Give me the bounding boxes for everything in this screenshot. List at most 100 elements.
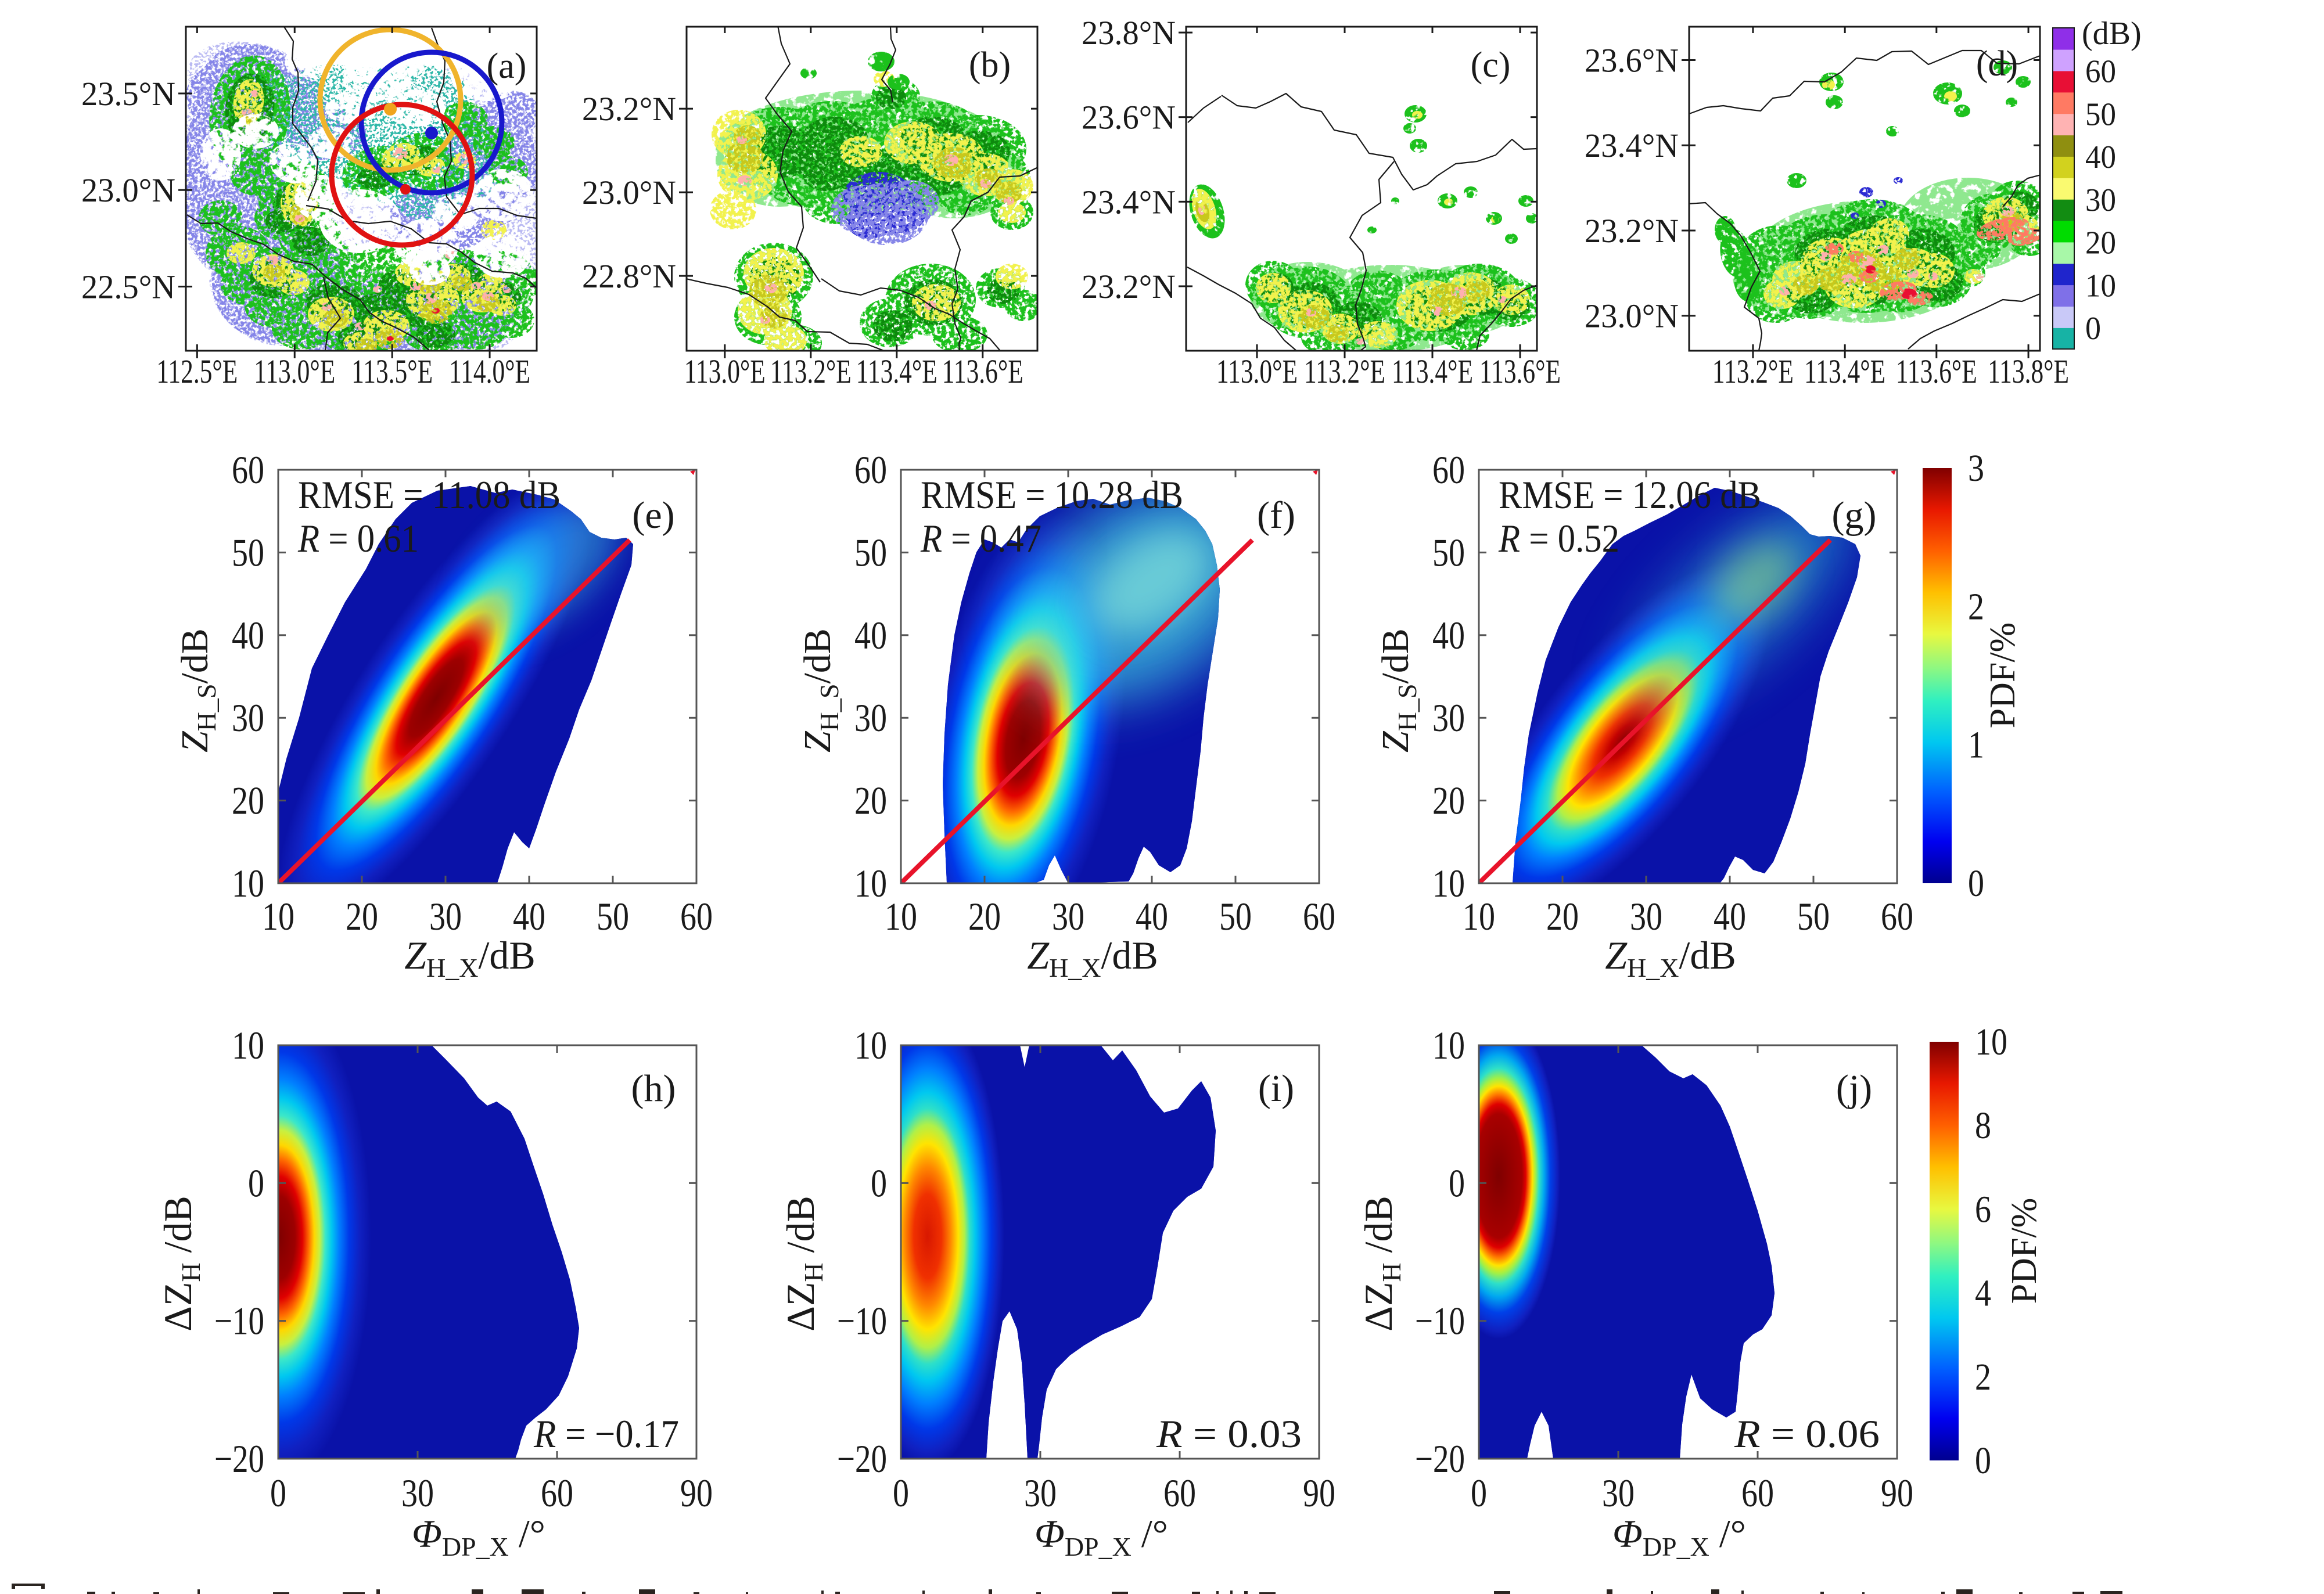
svg-text:90: 90: [1303, 1471, 1335, 1515]
svg-text:4: 4: [1975, 1272, 1991, 1315]
svg-text:0: 0: [1449, 1161, 1465, 1205]
svg-text:ZH_X/dB: ZH_X/dB: [1605, 933, 1736, 983]
svg-text:23.6°N: 23.6°N: [1082, 99, 1176, 136]
svg-text:R = 0.47: R = 0.47: [920, 516, 1041, 560]
svg-text:23.5°N: 23.5°N: [81, 75, 175, 113]
svg-text:30: 30: [1052, 894, 1084, 938]
svg-text:8: 8: [1975, 1104, 1991, 1147]
svg-text:3: 3: [1968, 447, 1984, 490]
svg-text:60: 60: [854, 448, 887, 492]
svg-text:10: 10: [232, 1023, 264, 1067]
svg-text:10: 10: [262, 894, 294, 938]
svg-text:−20: −20: [214, 1437, 264, 1481]
svg-text:20: 20: [346, 894, 378, 938]
svg-text:113.6°E: 113.6°E: [942, 352, 1023, 390]
svg-text:ZH_X/dB: ZH_X/dB: [1027, 933, 1158, 983]
svg-text:30: 30: [1024, 1471, 1057, 1515]
svg-text:1: 1: [1968, 724, 1984, 767]
svg-text:R = −0.17: R = −0.17: [533, 1412, 679, 1456]
svg-text:60: 60: [541, 1471, 573, 1515]
svg-text:ΦDP_X /°: ΦDP_X /°: [412, 1512, 545, 1561]
svg-text:R = 0.03: R = 0.03: [1156, 1412, 1302, 1456]
svg-text:23.4°N: 23.4°N: [1082, 183, 1176, 221]
svg-text:PDF/%: PDF/%: [2005, 1198, 2044, 1304]
svg-text:40: 40: [232, 613, 264, 657]
svg-text:10: 10: [885, 894, 917, 938]
svg-text:50: 50: [232, 530, 264, 574]
svg-text:113.2°E: 113.2°E: [770, 352, 852, 390]
svg-text:114.0°E: 114.0°E: [449, 352, 530, 390]
svg-text:ΦDP_X /°: ΦDP_X /°: [1612, 1512, 1746, 1561]
svg-text:30: 30: [1602, 1471, 1635, 1515]
svg-text:R = 0.52: R = 0.52: [1498, 516, 1619, 560]
svg-text:(dB): (dB): [2082, 16, 2142, 52]
svg-text:ΦDP_X /°: ΦDP_X /°: [1035, 1512, 1168, 1561]
svg-text:ZH_S/dB: ZH_S/dB: [174, 628, 221, 753]
svg-text:50: 50: [1432, 530, 1465, 574]
svg-text:50: 50: [2085, 96, 2116, 132]
svg-text:30: 30: [854, 696, 887, 740]
svg-text:30: 30: [429, 894, 462, 938]
svg-text:RMSE = 10.28 dB: RMSE = 10.28 dB: [921, 473, 1183, 517]
svg-text:60: 60: [680, 894, 713, 938]
svg-text:−20: −20: [837, 1437, 887, 1481]
svg-text:(j): (j): [1836, 1067, 1872, 1110]
svg-text:(g): (g): [1832, 494, 1877, 537]
svg-text:40: 40: [513, 894, 545, 938]
svg-text:0: 0: [1968, 862, 1984, 905]
svg-text:30: 30: [1630, 894, 1662, 938]
svg-text:0: 0: [871, 1161, 887, 1205]
svg-text:23.4°N: 23.4°N: [1585, 127, 1679, 164]
svg-text:10: 10: [1975, 1021, 2007, 1063]
svg-text:90: 90: [1881, 1471, 1913, 1515]
svg-text:113.0°E: 113.0°E: [684, 352, 766, 390]
svg-text:−10: −10: [837, 1299, 887, 1343]
svg-text:23.2°N: 23.2°N: [1585, 212, 1679, 250]
svg-text:60: 60: [1432, 448, 1465, 492]
svg-text:22.8°N: 22.8°N: [582, 257, 676, 295]
svg-text:(b): (b): [969, 45, 1011, 85]
svg-text:20: 20: [232, 779, 264, 823]
svg-text:23.6°N: 23.6°N: [1585, 41, 1679, 79]
svg-text:113.0°E: 113.0°E: [254, 352, 335, 390]
svg-text:113.6°E: 113.6°E: [1479, 352, 1561, 390]
svg-text:R = 0.06: R = 0.06: [1734, 1412, 1880, 1456]
svg-text:113.2°E: 113.2°E: [1712, 352, 1794, 390]
svg-text:10: 10: [1463, 894, 1495, 938]
svg-text:2: 2: [1975, 1356, 1991, 1398]
svg-text:23.0°N: 23.0°N: [1585, 297, 1679, 335]
svg-text:23.2°N: 23.2°N: [1082, 268, 1176, 305]
svg-text:10: 10: [854, 1023, 887, 1067]
svg-text:40: 40: [2085, 139, 2116, 175]
svg-text:10: 10: [1432, 1023, 1465, 1067]
svg-text:30: 30: [232, 696, 264, 740]
svg-text:50: 50: [1797, 894, 1830, 938]
svg-text:113.4°E: 113.4°E: [1392, 352, 1473, 390]
svg-text:50: 50: [854, 530, 887, 574]
svg-text:113.4°E: 113.4°E: [1804, 352, 1885, 390]
svg-text:6: 6: [1975, 1188, 1991, 1230]
svg-text:112.5°E: 112.5°E: [156, 352, 238, 390]
svg-text:10: 10: [232, 861, 264, 905]
svg-text:113.5°E: 113.5°E: [351, 352, 433, 390]
svg-text:23.2°N: 23.2°N: [582, 90, 676, 128]
svg-text:90: 90: [680, 1471, 713, 1515]
svg-text:23.0°N: 23.0°N: [81, 171, 175, 209]
svg-text:10: 10: [854, 861, 887, 905]
svg-text:2: 2: [1968, 585, 1984, 628]
svg-text:−10: −10: [214, 1299, 264, 1343]
svg-text:23.0°N: 23.0°N: [582, 174, 676, 211]
svg-text:ZH_S/dB: ZH_S/dB: [1374, 628, 1422, 753]
svg-text:(f): (f): [1257, 494, 1295, 537]
svg-text:R = 0.61: R = 0.61: [297, 516, 419, 560]
svg-text:−10: −10: [1415, 1299, 1465, 1343]
svg-text:60: 60: [1881, 894, 1913, 938]
svg-text:40: 40: [1432, 613, 1465, 657]
svg-text:0: 0: [1975, 1440, 1991, 1482]
svg-text:113.4°E: 113.4°E: [856, 352, 937, 390]
svg-text:ΔZH /dB: ΔZH /dB: [778, 1196, 828, 1332]
svg-text:(a): (a): [487, 46, 527, 86]
svg-text:20: 20: [968, 894, 1001, 938]
svg-text:22.5°N: 22.5°N: [81, 268, 175, 306]
svg-text:20: 20: [1546, 894, 1579, 938]
